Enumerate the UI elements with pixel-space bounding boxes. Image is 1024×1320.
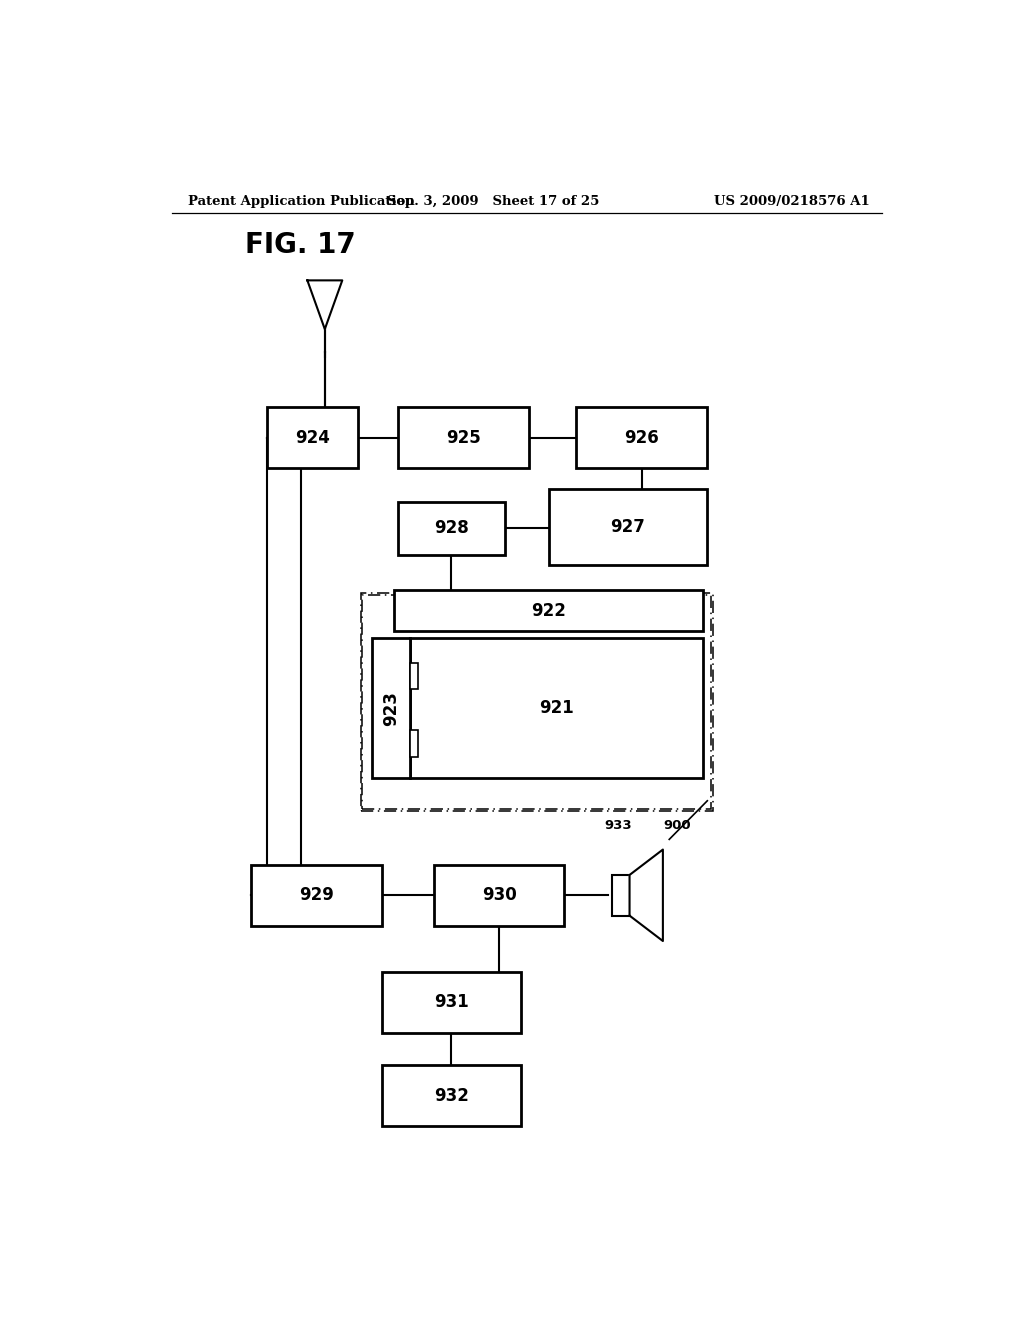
Bar	[433, 865, 564, 925]
Bar	[362, 595, 712, 809]
Bar	[394, 590, 703, 631]
Bar	[397, 408, 528, 469]
Text: FIG. 17: FIG. 17	[246, 231, 356, 259]
Bar	[549, 488, 708, 565]
Bar	[397, 502, 505, 554]
Text: 927: 927	[610, 517, 645, 536]
Text: 930: 930	[481, 886, 516, 904]
Text: 933: 933	[604, 820, 632, 833]
Bar	[251, 865, 382, 925]
Text: 928: 928	[434, 519, 469, 537]
Text: 932: 932	[434, 1086, 469, 1105]
Text: 923: 923	[382, 690, 399, 726]
Text: 929: 929	[299, 886, 334, 904]
Text: Sep. 3, 2009   Sheet 17 of 25: Sep. 3, 2009 Sheet 17 of 25	[387, 194, 599, 207]
Bar	[372, 638, 410, 779]
Bar	[612, 875, 630, 916]
Bar	[577, 408, 708, 469]
Text: 925: 925	[445, 429, 480, 447]
Bar	[360, 594, 713, 810]
Text: US 2009/0218576 A1: US 2009/0218576 A1	[715, 194, 870, 207]
Polygon shape	[630, 850, 663, 941]
Text: 921: 921	[540, 700, 573, 717]
Polygon shape	[307, 280, 342, 329]
Text: 924: 924	[295, 429, 330, 447]
Text: 926: 926	[625, 429, 659, 447]
Bar	[382, 972, 521, 1032]
Text: 931: 931	[434, 993, 469, 1011]
Bar	[267, 408, 358, 469]
Bar	[382, 1065, 521, 1126]
Text: Patent Application Publication: Patent Application Publication	[187, 194, 415, 207]
Text: 900: 900	[664, 820, 691, 833]
Text: 922: 922	[531, 602, 566, 619]
Bar	[410, 663, 418, 689]
Bar	[410, 638, 703, 779]
Bar	[410, 730, 418, 756]
